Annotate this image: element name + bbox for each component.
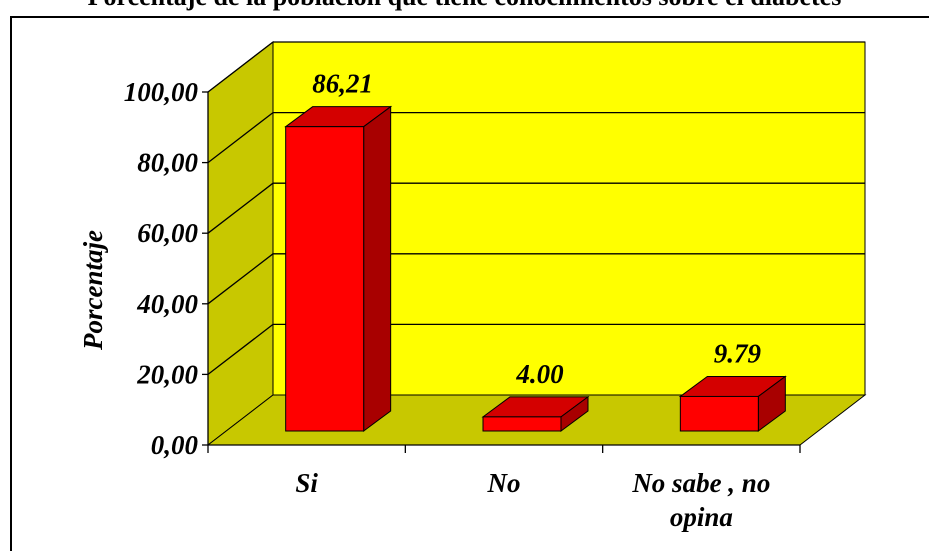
x-category-label: No sabe , no	[631, 468, 770, 498]
y-tick-label: 20,00	[136, 359, 198, 389]
y-axis-label: Porcentaje	[78, 230, 108, 351]
bars	[284, 105, 787, 432]
bar-front	[679, 395, 759, 432]
data-label: 9.79	[714, 338, 762, 368]
data-labels: 86,21 4.00 9.79	[312, 69, 761, 389]
chart-frame	[10, 16, 929, 551]
y-tick-label: 100,00	[124, 77, 199, 107]
y-tick-label: 40,00	[136, 289, 198, 319]
y-tick-label: 0,00	[151, 430, 199, 460]
axes: 0,00 20,00 40,00 60,00 80,00 100,00 Si No No sab…	[78, 77, 801, 532]
x-category-label: No	[487, 468, 521, 498]
chart-title: Porcentaje de la población que tiene con…	[0, 0, 929, 10]
gridline-side	[207, 41, 274, 93]
y-tick-label: 80,00	[137, 148, 198, 178]
data-label: 86,21	[312, 69, 373, 99]
data-label: 4.00	[515, 359, 564, 389]
bar-side	[363, 105, 392, 432]
bar-3	[678, 375, 787, 432]
gridline-side	[207, 182, 274, 234]
bar-1	[284, 105, 393, 432]
side-wall	[207, 40, 274, 447]
y-tick-label: 60,00	[137, 218, 198, 248]
gridline-side	[207, 323, 274, 375]
gridline-side	[207, 253, 274, 305]
x-category-label: opina	[670, 502, 733, 532]
bar-front	[285, 126, 365, 432]
bar-front	[482, 416, 562, 432]
bar-2	[481, 395, 590, 432]
x-category-label: Si	[295, 468, 318, 498]
gridline-side	[207, 112, 274, 164]
